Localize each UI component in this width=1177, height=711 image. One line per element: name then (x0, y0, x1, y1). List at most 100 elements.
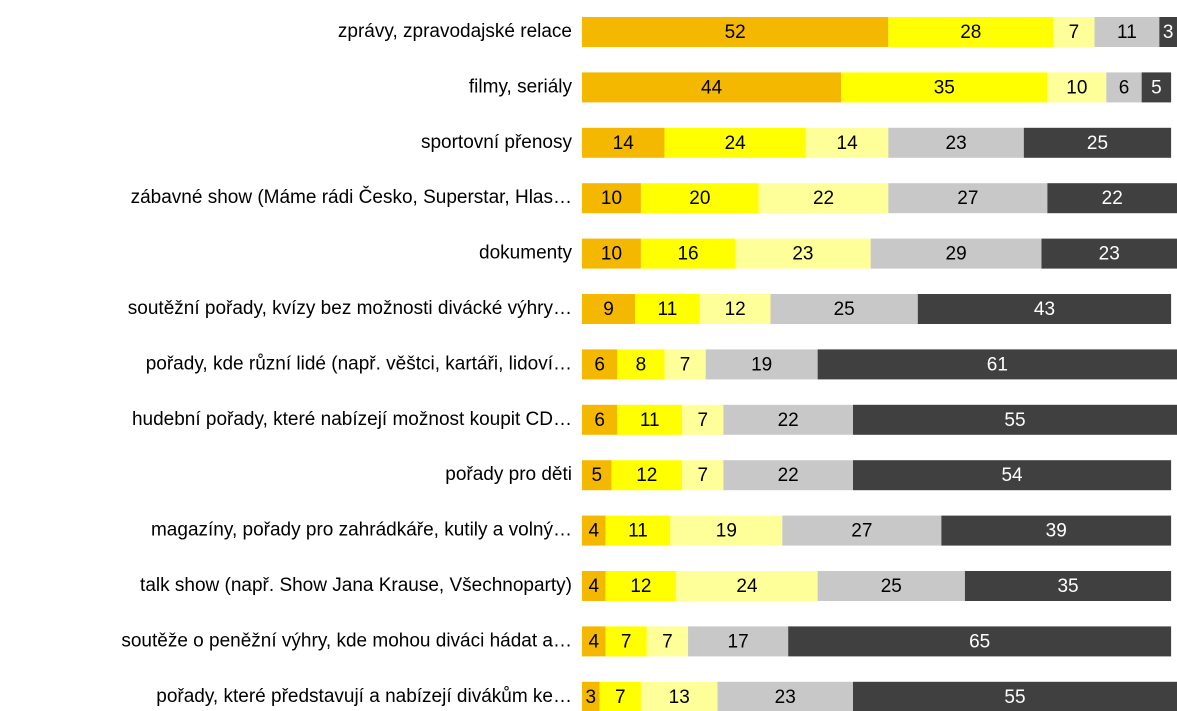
data-label: 13 (669, 687, 690, 708)
data-label: 10 (601, 188, 622, 209)
bar-segment (582, 183, 641, 214)
data-label: 29 (946, 244, 967, 265)
bar-segment (676, 571, 818, 601)
bar-segment (1159, 17, 1177, 47)
data-label: 61 (987, 354, 1008, 375)
data-label: 6 (1119, 77, 1130, 98)
bar-segment (770, 294, 918, 324)
bar-segment (964, 571, 1172, 601)
bar-segment (888, 183, 1048, 214)
bar-segment (582, 681, 600, 711)
bar-segment (888, 17, 1054, 47)
category-label: zprávy, zpravodajské relace (338, 21, 572, 42)
bar-segment (605, 515, 671, 546)
bar-segment (735, 238, 871, 269)
bar-segment (611, 460, 683, 491)
data-label: 11 (658, 299, 678, 320)
data-label: 24 (736, 576, 758, 597)
category-label: talk show (např. Show Jana Krause, Všech… (140, 575, 572, 596)
category-label: hudební pořady, které nabízejí možnost k… (132, 409, 572, 430)
data-label: 8 (636, 354, 647, 375)
bar-segment (852, 404, 1177, 435)
data-label: 11 (640, 410, 660, 431)
data-label: 7 (1069, 22, 1080, 43)
bar-segment (841, 72, 1048, 103)
data-label: 5 (591, 465, 602, 486)
data-label: 25 (1087, 133, 1108, 154)
data-label: 23 (946, 133, 967, 154)
data-label: 11 (628, 521, 648, 542)
bar-segment (1094, 17, 1160, 47)
bar-segment (635, 294, 700, 324)
data-label: 24 (725, 133, 747, 154)
data-label: 3 (1163, 22, 1174, 43)
bar-segment (664, 127, 806, 158)
bar-segment (582, 571, 606, 601)
bar-segment (640, 238, 736, 269)
data-label: 7 (697, 465, 708, 486)
data-label: 35 (1057, 576, 1078, 597)
bar-segment (617, 349, 665, 380)
bar-segment (705, 349, 818, 380)
bar-segment (582, 349, 618, 380)
bar-segment (782, 515, 942, 546)
data-label: 25 (834, 299, 855, 320)
data-label: 22 (813, 188, 834, 209)
data-label: 11 (1117, 22, 1137, 43)
data-label: 7 (680, 354, 691, 375)
bar-segment (582, 127, 665, 158)
bar-segment (723, 460, 853, 491)
data-label: 27 (851, 521, 872, 542)
data-label: 4 (588, 521, 599, 542)
bar-segment (682, 460, 724, 491)
data-label: 9 (603, 299, 614, 320)
bar-segment (582, 460, 612, 491)
data-label: 10 (1066, 77, 1087, 98)
bar-segment (688, 626, 789, 657)
data-label: 5 (1151, 77, 1162, 98)
data-label: 19 (716, 521, 737, 542)
bar-segment (941, 515, 1172, 546)
bar-segment (888, 127, 1024, 158)
bar-segment (805, 127, 889, 158)
data-label: 22 (1102, 188, 1123, 209)
bar-segment (870, 238, 1042, 269)
data-label: 12 (636, 465, 657, 486)
bar-segment (758, 183, 889, 214)
data-label: 7 (621, 631, 632, 652)
bar-segment (582, 626, 606, 657)
bar-segment (640, 183, 759, 214)
data-label: 17 (728, 631, 749, 652)
bar-segment (817, 571, 965, 601)
data-label: 39 (1046, 521, 1067, 542)
bar-segment (582, 17, 889, 47)
category-label: pořady pro děti (445, 464, 572, 485)
data-label: 19 (751, 354, 772, 375)
bar-segment (1053, 17, 1095, 47)
bar-segment (670, 515, 783, 546)
bar-segment (599, 681, 641, 711)
bar-segment (605, 571, 677, 601)
data-label: 35 (934, 77, 955, 98)
bar-segment (852, 681, 1177, 711)
bar-segment (582, 515, 606, 546)
bar-segment (852, 460, 1172, 491)
bar-segment (723, 404, 853, 435)
bar-segment (582, 238, 641, 269)
data-label: 10 (601, 244, 622, 265)
category-label: pořady, které představují a nabízejí div… (156, 686, 572, 707)
bar-segment (1047, 183, 1177, 214)
data-label: 20 (689, 188, 710, 209)
category-label: pořady, kde různí lidé (např. věštci, ka… (146, 353, 572, 374)
data-label: 22 (778, 465, 799, 486)
data-label: 43 (1034, 299, 1055, 320)
data-label: 4 (588, 631, 599, 652)
bar-segment (582, 72, 842, 103)
category-label: zábavné show (Máme rádi Česko, Superstar… (131, 186, 572, 208)
bar-segment (917, 294, 1172, 324)
category-label: soutěžní pořady, kvízy bez možnosti divá… (128, 298, 572, 319)
data-label: 12 (725, 299, 746, 320)
data-label: 23 (775, 687, 796, 708)
data-label: 44 (701, 77, 723, 98)
